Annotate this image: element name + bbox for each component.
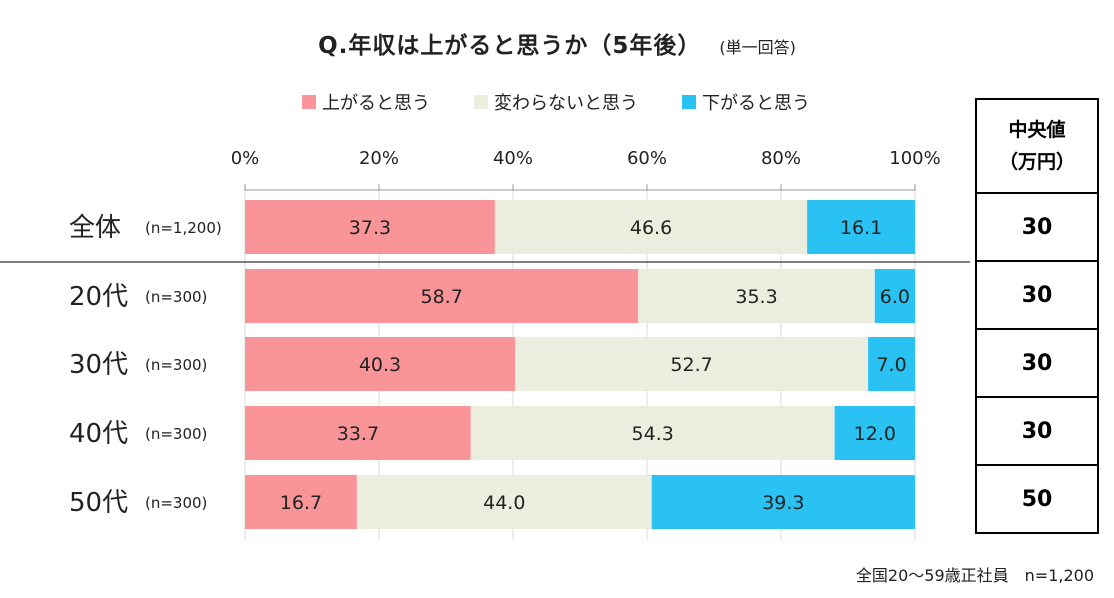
bar-segment-down <box>651 475 915 529</box>
legend-swatch-down <box>682 95 696 109</box>
sample-size-label: (n=300) <box>145 425 207 443</box>
data-label-same: 44.0 <box>483 492 525 514</box>
data-label-same: 54.3 <box>632 423 674 445</box>
legend-item-up: 上がると思う <box>302 89 430 115</box>
median-value-30s: 30 <box>975 328 1099 398</box>
data-label-down: 6.0 <box>880 286 910 308</box>
data-label-same: 52.7 <box>670 354 712 376</box>
legend: 上がると思う 変わらないと思う 下がると思う <box>302 90 854 114</box>
chart-title-sub: (単一回答) <box>719 38 796 57</box>
median-header: 中央値 （万円） <box>975 98 1099 194</box>
median-table: 中央値 （万円） 30 30 30 30 50 <box>975 98 1099 534</box>
bar-segment-down <box>874 269 915 323</box>
bar-segment-up <box>245 406 471 460</box>
legend-swatch-same <box>474 95 488 109</box>
median-value-50s: 50 <box>975 464 1099 534</box>
median-header-line1: 中央値 <box>1008 119 1066 141</box>
data-label-up: 16.7 <box>280 492 322 514</box>
stacked-bar-chart: 0% 20% 40% 60% 80% 100% 全体 (n=1,200) 20代 (n=300) 3… <box>0 148 970 540</box>
x-tick-label: 20% <box>359 148 399 169</box>
category-label: 全体 <box>69 213 121 243</box>
bar-segment-same <box>470 406 835 460</box>
sample-size-label: (n=1,200) <box>145 219 222 237</box>
legend-label-same: 変わらないと思う <box>494 93 638 114</box>
legend-item-down: 下がると思う <box>682 89 810 115</box>
legend-item-same: 変わらないと思う <box>474 89 638 115</box>
legend-label-up: 上がると思う <box>322 93 430 114</box>
bar-segment-same <box>494 200 808 254</box>
legend-label-down: 下がると思う <box>702 93 810 114</box>
category-label: 50代 <box>69 488 128 518</box>
median-value-40s: 30 <box>975 396 1099 466</box>
median-value-20s: 30 <box>975 260 1099 330</box>
bar-segment-up <box>245 269 639 323</box>
x-tick-label: 80% <box>761 148 801 169</box>
legend-swatch-up <box>302 95 316 109</box>
category-label: 20代 <box>69 282 128 312</box>
bar-segment-up <box>245 475 357 529</box>
median-header-line2: （万円） <box>998 151 1075 173</box>
bar-segment-up <box>245 200 495 254</box>
data-label-up: 37.3 <box>349 217 391 239</box>
data-label-same: 46.6 <box>630 217 672 239</box>
bar-segment-down <box>834 406 915 460</box>
bar-segment-down <box>868 337 915 391</box>
x-tick-label: 60% <box>627 148 667 169</box>
data-label-up: 58.7 <box>420 286 462 308</box>
data-label-down: 39.3 <box>762 492 804 514</box>
data-label-down: 12.0 <box>854 423 896 445</box>
footnote: 全国20～59歳正社員 n=1,200 <box>855 566 1094 585</box>
sample-size-label: (n=300) <box>145 288 207 306</box>
bar-segment-same <box>356 475 652 529</box>
x-tick-label: 100% <box>889 148 940 169</box>
data-label-same: 35.3 <box>735 286 777 308</box>
chart-title-text: Q.年収は上がると思うか（5年後） <box>318 33 702 59</box>
data-label-up: 33.7 <box>337 423 379 445</box>
data-label-down: 16.1 <box>840 217 882 239</box>
chart-title: Q.年収は上がると思うか（5年後） (単一回答) <box>0 26 1114 60</box>
data-label-down: 7.0 <box>876 354 906 376</box>
bar-segment-up <box>245 337 516 391</box>
sample-size-label: (n=300) <box>145 494 207 512</box>
category-label: 40代 <box>69 419 128 449</box>
x-tick-label: 0% <box>231 148 260 169</box>
category-label: 30代 <box>69 350 128 380</box>
data-label-up: 40.3 <box>359 354 401 376</box>
sample-size-label: (n=300) <box>145 356 207 374</box>
bar-segment-same <box>638 269 875 323</box>
bar-segment-same <box>515 337 869 391</box>
median-value-total: 30 <box>975 192 1099 262</box>
x-tick-label: 40% <box>493 148 533 169</box>
bar-segment-down <box>807 200 915 254</box>
